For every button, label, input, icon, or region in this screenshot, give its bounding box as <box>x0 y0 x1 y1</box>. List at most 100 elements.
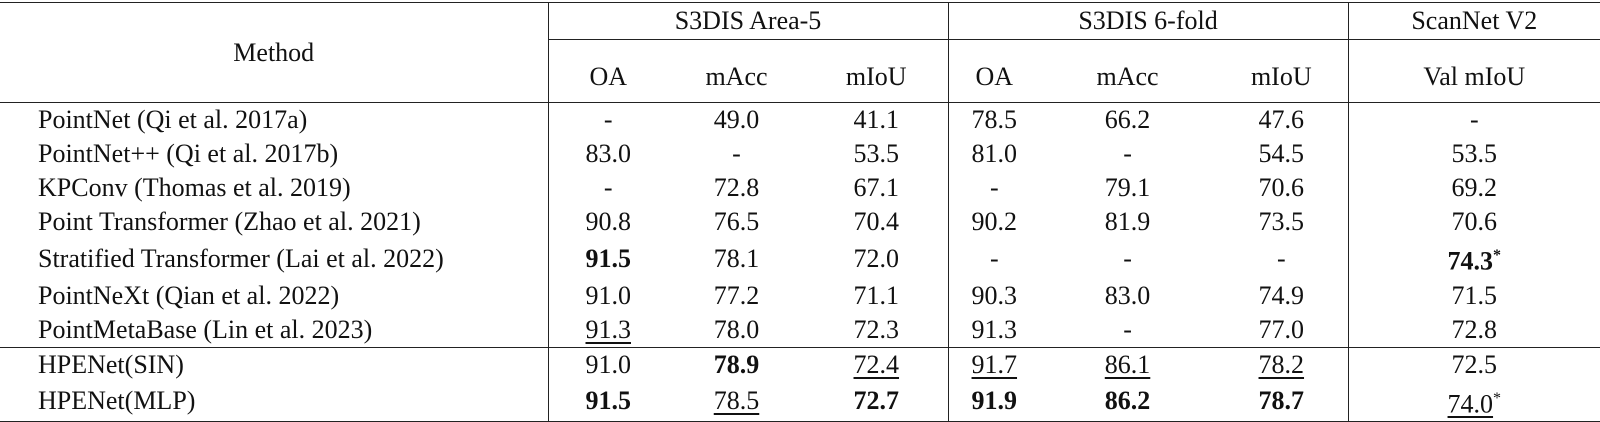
method-cell: HPENet(MLP) <box>0 381 548 422</box>
cell-value: 54.5 <box>1258 139 1305 168</box>
cell-value: 77.2 <box>713 280 760 310</box>
cell-value: 67.1 <box>853 173 900 202</box>
value-cell: 77.2 <box>668 279 805 313</box>
method-cell: PointNet (Qi et al. 2017a) <box>0 102 548 137</box>
value-cell: 54.5 <box>1215 137 1348 171</box>
value-cell: 53.5 <box>805 137 948 171</box>
value-cell: 78.2 <box>1215 346 1349 382</box>
cell-value: 69.2 <box>1451 173 1498 202</box>
value-cell: 81.9 <box>1040 205 1215 239</box>
table-row: Stratified Transformer (Lai et al. 2022)… <box>0 239 1600 279</box>
cell-value: 90.3 <box>971 280 1018 310</box>
cell-value: PointMetaBase (Lin et al. 2023) <box>38 314 373 344</box>
value-cell: 91.3 <box>547 312 668 348</box>
value-cell: 90.8 <box>547 205 668 239</box>
value-cell: 78.1 <box>668 239 805 279</box>
value-cell: 67.1 <box>805 171 948 205</box>
cell-value: - <box>1123 139 1132 168</box>
value-cell: - <box>547 171 668 205</box>
cell-value: Stratified Transformer (Lai et al. 2022) <box>38 243 444 273</box>
column-header: OA <box>947 39 1041 103</box>
method-cell: HPENet(SIN) <box>0 346 548 382</box>
table-row: Point Transformer (Zhao et al. 2021) 90.8… <box>0 205 1600 239</box>
cell-value: 72.5 <box>1451 349 1498 379</box>
column-header: mIoU <box>845 62 907 91</box>
cell-value: 90.8 <box>585 207 632 236</box>
method-cell: KPConv (Thomas et al. 2019) <box>0 171 548 205</box>
cell-value: 47.6 <box>1258 105 1305 134</box>
cell-value: - <box>603 105 613 134</box>
cell-value: PointNet (Qi et al. 2017a) <box>38 105 308 134</box>
value-cell: 70.6 <box>1215 171 1348 205</box>
cell-value: KPConv (Thomas et al. 2019) <box>38 173 351 202</box>
cell-value: 78.2 <box>1258 349 1305 379</box>
cell-value: 91.0 <box>585 349 632 379</box>
method-cell: Stratified Transformer (Lai et al. 2022) <box>0 239 548 279</box>
value-cell: 53.5 <box>1347 137 1600 171</box>
value-cell: 78.5 <box>668 381 805 422</box>
value-cell: 71.5 <box>1347 278 1600 313</box>
cell-value: 83.0 <box>1104 280 1151 310</box>
cell-value: - <box>1469 105 1479 134</box>
value-cell: - <box>668 137 805 171</box>
value-cell: 70.6 <box>1347 205 1600 239</box>
cell-value: 81.0 <box>971 139 1018 168</box>
cell-value: 91.3 <box>971 314 1018 344</box>
cell-value: 41.1 <box>853 105 900 134</box>
value-cell: - <box>1347 102 1600 137</box>
value-cell: 78.5 <box>947 102 1041 137</box>
cell-value: 91.3 <box>585 314 632 344</box>
value-cell: 74.0* <box>1347 381 1600 422</box>
cell-value: 71.1 <box>853 280 900 310</box>
cell-value: 86.2 <box>1104 386 1151 416</box>
cell-value: 91.7 <box>971 349 1018 379</box>
cell-value: Point Transformer (Zhao et al. 2021) <box>38 207 421 236</box>
cell-value: 91.0 <box>585 280 632 310</box>
value-cell: 91.3 <box>947 312 1041 348</box>
table-row: PointNeXt (Qian et al. 2022) 91.0 77.2 71.1… <box>0 278 1600 313</box>
cell-value: 74.3 <box>1447 246 1494 276</box>
cell-value: 73.5 <box>1258 207 1305 236</box>
cell-value: PointNet++ (Qi et al. 2017b) <box>38 139 339 168</box>
cell-value: PointNeXt (Qian et al. 2022) <box>38 280 340 310</box>
value-cell: - <box>1215 239 1348 279</box>
group-header: S3DIS Area-5 <box>547 2 949 40</box>
value-cell: 72.4 <box>805 346 949 382</box>
cell-value: 91.9 <box>971 386 1018 416</box>
cell-value: 70.6 <box>1451 207 1498 236</box>
cell-value: 78.5 <box>713 386 760 416</box>
cell-value: 90.2 <box>971 207 1018 236</box>
method-cell: PointMetaBase (Lin et al. 2023) <box>0 313 548 348</box>
value-cell: 91.7 <box>947 346 1041 382</box>
value-cell: 74.3* <box>1347 239 1600 279</box>
column-header: Val mIoU <box>1347 39 1600 103</box>
cell-value: 53.5 <box>853 139 900 168</box>
value-cell: 83.0 <box>547 137 668 171</box>
cell-value: 70.6 <box>1258 173 1305 202</box>
cell-value: 72.8 <box>713 173 760 202</box>
value-cell: - <box>947 171 1041 205</box>
cell-value: 86.1 <box>1104 349 1151 379</box>
value-cell: 66.2 <box>1040 102 1216 137</box>
cell-note: * <box>1493 247 1502 264</box>
table-row: KPConv (Thomas et al. 2019) - 72.8 67.1 - 79.… <box>0 171 1600 205</box>
value-cell: 72.8 <box>1347 312 1600 348</box>
value-cell: 69.2 <box>1347 171 1600 205</box>
value-cell: 79.1 <box>1040 171 1215 205</box>
value-cell: 91.9 <box>947 381 1041 422</box>
value-cell: - <box>547 102 668 137</box>
value-cell: 78.9 <box>668 346 805 382</box>
value-cell: 78.7 <box>1215 381 1349 422</box>
value-cell: 72.0 <box>805 239 948 279</box>
value-cell: 49.0 <box>668 102 805 137</box>
value-cell: 70.4 <box>805 205 948 239</box>
cell-value: 74.0 <box>1447 389 1494 419</box>
value-cell: 91.5 <box>547 239 668 279</box>
value-cell: - <box>947 239 1041 279</box>
column-header: mIoU <box>1250 62 1312 91</box>
method-cell: PointNeXt (Qian et al. 2022) <box>0 279 548 313</box>
method-header: Method <box>0 2 548 103</box>
table-row: HPENet(SIN) 91.0 78.9 72.4 91.7 86.1 78.2 72.5 <box>0 346 1600 382</box>
